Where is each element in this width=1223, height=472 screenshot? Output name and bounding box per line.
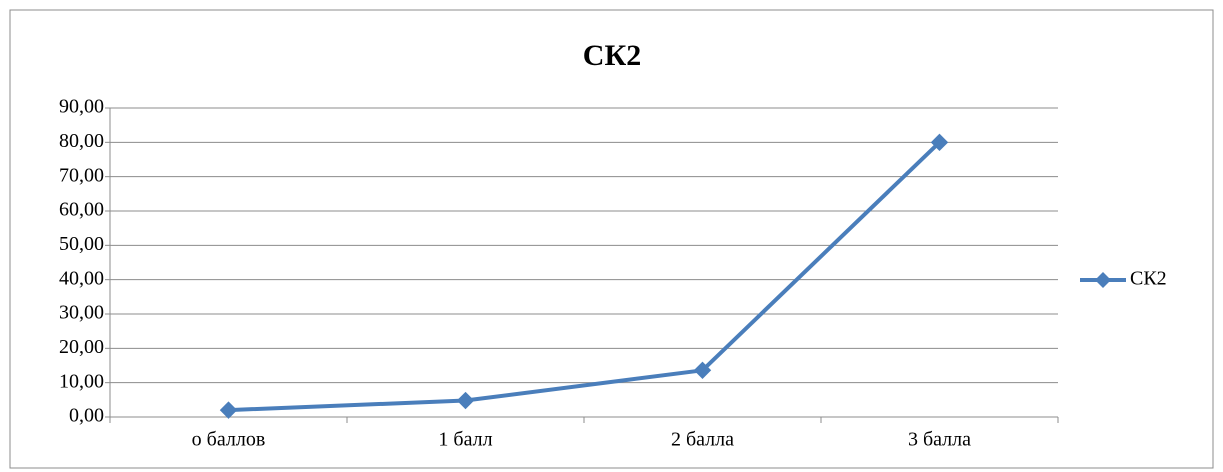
- y-tick-label: 20,00: [59, 336, 104, 358]
- y-tick-label: 40,00: [59, 267, 104, 289]
- x-tick-label: 2 балла: [671, 429, 734, 451]
- point-marker: [693, 361, 712, 380]
- legend-label: СК2: [1130, 268, 1167, 290]
- x-tick-label: о баллов: [192, 429, 266, 451]
- y-tick-label: 70,00: [59, 164, 104, 186]
- y-tick-label: 30,00: [59, 302, 104, 324]
- chart-border: [9, 9, 1214, 469]
- legend-marker: [1095, 272, 1111, 288]
- y-tick-label: 80,00: [59, 130, 104, 152]
- series-line: [228, 140, 941, 413]
- x-tick-label: 3 балла: [908, 429, 971, 451]
- y-tick-label: 90,00: [59, 96, 104, 118]
- point-marker: [219, 401, 238, 419]
- y-tick-label: 60,00: [59, 199, 104, 221]
- y-tick-label: 50,00: [59, 233, 104, 255]
- chart-title: СК2: [583, 39, 641, 72]
- x-tick-label: 1 балл: [438, 429, 492, 451]
- point-marker: [456, 391, 475, 410]
- y-tick-label: 10,00: [59, 370, 104, 392]
- point-marker: [930, 133, 949, 152]
- y-tick-label: 0,00: [69, 405, 104, 427]
